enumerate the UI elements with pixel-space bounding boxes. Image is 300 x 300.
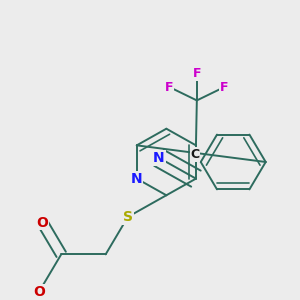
Text: O: O xyxy=(33,285,45,299)
Text: N: N xyxy=(153,151,165,165)
Text: F: F xyxy=(193,67,201,80)
Text: N: N xyxy=(131,172,142,186)
Text: S: S xyxy=(123,210,133,224)
Text: F: F xyxy=(220,81,228,94)
Text: F: F xyxy=(165,81,174,94)
Text: C: C xyxy=(190,148,200,161)
Text: O: O xyxy=(37,216,48,230)
